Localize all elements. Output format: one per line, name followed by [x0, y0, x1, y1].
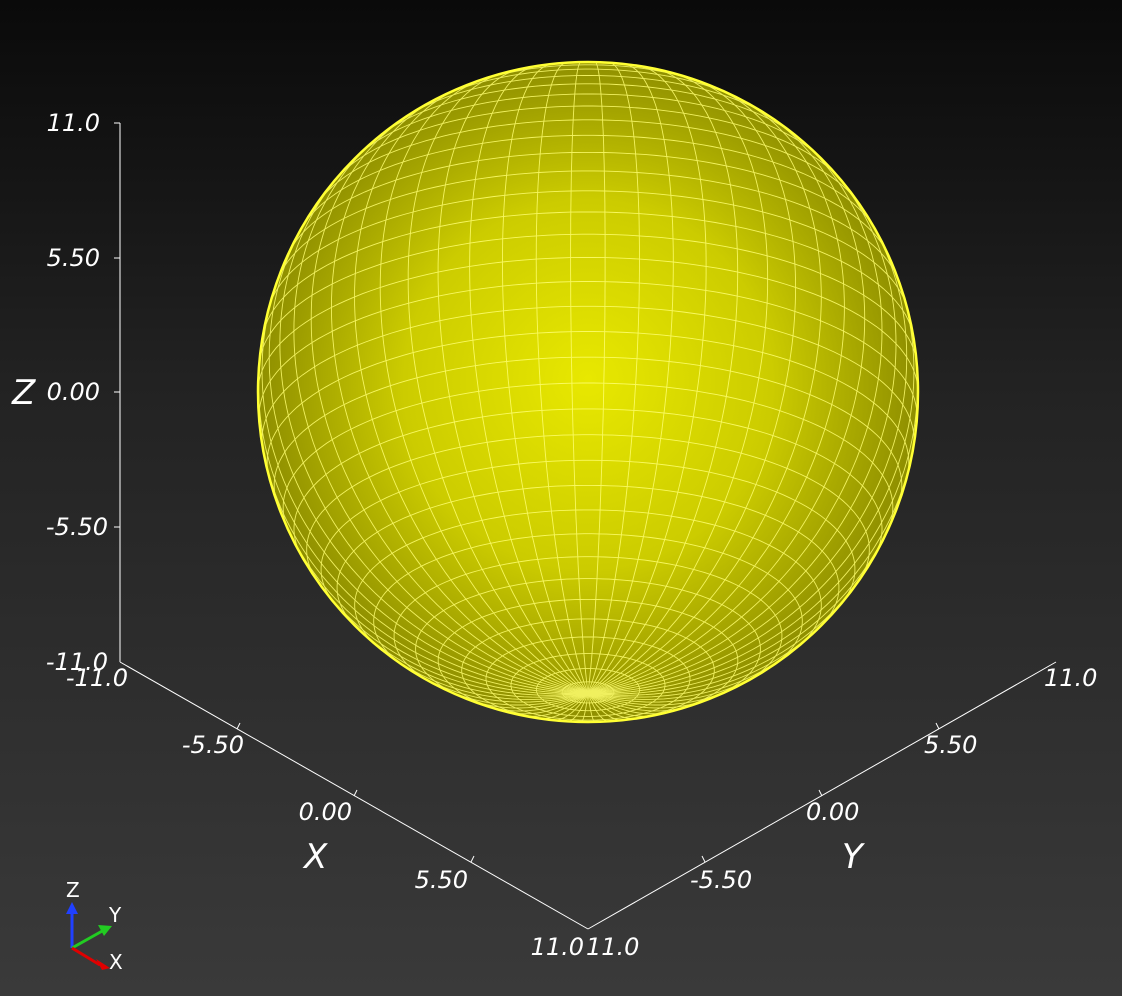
wireframe-line	[587, 111, 866, 694]
wireframe-line	[587, 264, 915, 694]
wireframe-line	[587, 62, 606, 694]
wireframe-line	[587, 62, 640, 694]
wireframe-line	[535, 62, 589, 694]
wireframe-line	[315, 119, 861, 206]
x-tick-label: 0.00	[299, 798, 352, 826]
y-axis-tick	[701, 855, 706, 863]
y-axis-tick	[935, 722, 940, 730]
widget-y-arrowhead	[98, 925, 112, 936]
wireframe-line	[277, 170, 900, 284]
y-tick-label: -5.50	[690, 866, 752, 894]
z-axis: 11.0 5.50 0.00 -5.50 -11.0 Z	[11, 109, 121, 676]
wireframe-line	[373, 533, 803, 670]
wireframe-line	[336, 484, 840, 629]
wireframe-line	[279, 159, 589, 694]
y-tick-label: 11.0	[586, 933, 639, 961]
wireframe-line	[301, 134, 875, 229]
x-axis-tick	[236, 722, 241, 730]
wireframe-line	[335, 105, 841, 180]
wireframe-line	[306, 434, 870, 584]
widget-x-label: X	[109, 950, 123, 974]
wireframe-line	[437, 67, 589, 694]
x-axis-tick	[353, 789, 358, 797]
y-tick-label: 0.00	[806, 798, 859, 826]
z-axis-title: Z	[11, 373, 36, 413]
orientation-widget[interactable]: Z Y X	[66, 878, 123, 974]
widget-y-arrow	[71, 928, 105, 950]
wireframe-line	[376, 83, 800, 140]
widget-x-arrowhead	[96, 959, 110, 970]
widget-y-label: Y	[108, 903, 122, 927]
wireframe-line	[587, 84, 822, 694]
x-tick-label: -5.50	[182, 731, 244, 759]
wireframe-line	[587, 95, 845, 694]
sphere-surface	[258, 62, 918, 722]
y-tick-label: 11.0	[1044, 664, 1097, 692]
wireframe-line	[293, 131, 589, 694]
wireframe-line	[587, 63, 674, 694]
z-tick-label: -11.0	[46, 648, 108, 676]
wireframe-line	[273, 356, 903, 506]
z-tick-label: 0.00	[47, 378, 100, 406]
wireframe-line	[320, 459, 856, 605]
wireframe-line	[258, 257, 918, 395]
wireframe-line	[310, 111, 589, 694]
wireframe-line	[587, 67, 739, 694]
wireframe-line	[282, 382, 894, 532]
x-axis: -11.0 -5.50 0.00 5.50 11.0 X	[66, 661, 589, 961]
wireframe-line	[261, 305, 915, 451]
sphere-mesh[interactable]	[256, 60, 920, 724]
wireframe-line	[262, 211, 914, 339]
sphere-wireframe	[258, 62, 918, 722]
wireframe-line	[354, 509, 822, 649]
wireframe-line	[261, 264, 589, 694]
wireframe-line	[393, 556, 783, 686]
z-tick-label: 5.50	[47, 244, 100, 272]
wireframe-line	[267, 190, 909, 311]
wireframe-line	[587, 159, 897, 694]
x-tick-label: -11.0	[66, 664, 128, 692]
wireframe-line	[258, 233, 918, 367]
widget-x-arrow	[71, 946, 101, 967]
wireframe-line	[570, 62, 589, 694]
x-axis-tick	[470, 855, 475, 863]
wireframe-line	[587, 337, 918, 694]
y-tick-label: 5.50	[924, 731, 977, 759]
wireframe-line	[331, 95, 589, 694]
z-tick-label: -5.50	[46, 513, 108, 541]
wireframe-line	[354, 84, 589, 694]
wireframe-line	[288, 151, 888, 254]
wireframe-line	[587, 65, 707, 694]
wireframe-line	[432, 68, 744, 102]
x-axis-title: X	[302, 837, 328, 877]
wireframe-line	[469, 65, 589, 694]
wireframe-line	[502, 63, 589, 694]
z-tick-label: 11.0	[47, 109, 100, 137]
y-axis-tick	[818, 789, 823, 797]
x-tick-label: 5.50	[415, 866, 468, 894]
wireframe-line	[258, 337, 589, 694]
y-axis: 11.0 5.50 0.00 -5.50 11.0 Y	[586, 661, 1097, 961]
wireframe-line	[259, 422, 589, 694]
y-axis-title: Y	[842, 837, 865, 877]
sphere-outline	[256, 60, 920, 724]
wireframe-line	[587, 204, 908, 694]
wireframe-line	[268, 204, 589, 694]
wireframe-line	[266, 331, 910, 479]
wireframe-line	[437, 598, 739, 718]
wireframe-line	[258, 281, 918, 423]
widget-z-label: Z	[66, 878, 80, 902]
wireframe-line	[353, 93, 823, 161]
wireframe-line	[587, 76, 797, 694]
wireframe-line	[587, 71, 769, 694]
widget-z-arrowhead	[66, 902, 78, 914]
wireframe-line	[379, 76, 589, 694]
wireframe-line	[293, 408, 883, 557]
wireframe-line	[407, 71, 589, 694]
wireframe-line	[587, 130, 883, 694]
x-tick-label: 11.0	[531, 933, 584, 961]
